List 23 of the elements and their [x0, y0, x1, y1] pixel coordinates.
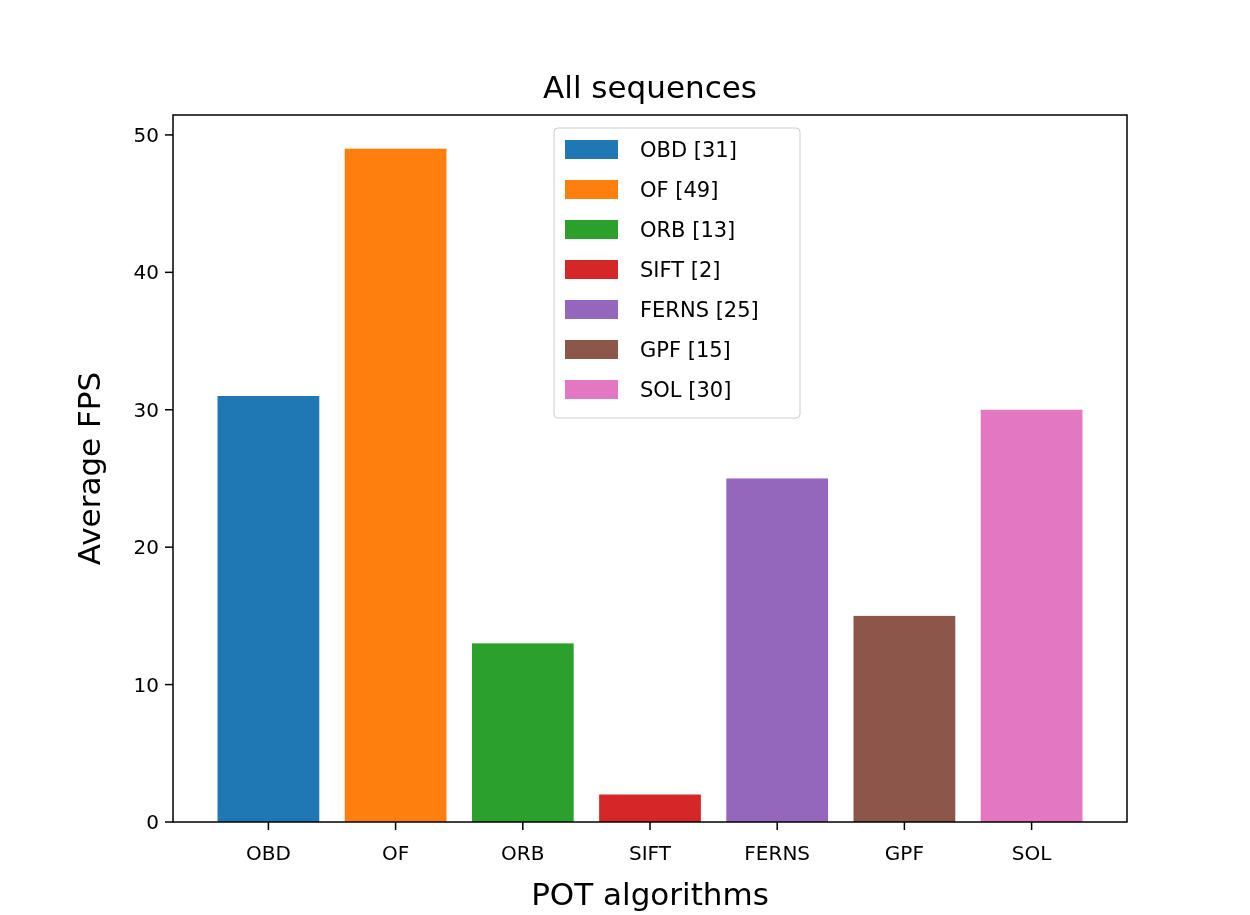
x-tick-label: ORB	[501, 841, 545, 865]
x-tick-label: OBD	[245, 841, 291, 865]
legend-label: OF [49]	[640, 178, 719, 203]
chart-title: All sequences	[543, 69, 757, 105]
x-tick-label: OF	[381, 841, 410, 865]
x-tick-label: GPF	[884, 841, 924, 865]
y-axis-title: Average FPS	[71, 371, 107, 566]
x-tick-label: SIFT	[629, 841, 672, 865]
y-tick-label: 0	[146, 810, 159, 834]
legend-label: GPF [15]	[640, 338, 731, 363]
legend-label: OBD [31]	[640, 138, 737, 163]
legend-label: FERNS [25]	[640, 298, 759, 323]
y-tick-label: 30	[133, 397, 159, 422]
x-axis-title: POT algorithms	[531, 876, 769, 912]
y-tick-label: 50	[133, 122, 159, 147]
x-tick-label: FERNS	[744, 841, 811, 865]
legend-label: SIFT [2]	[640, 258, 721, 283]
y-tick-label: 10	[133, 672, 159, 697]
x-tick-label: SOL	[1011, 841, 1053, 865]
legend-label: ORB [13]	[640, 218, 736, 243]
legend-label: SOL [30]	[640, 378, 732, 403]
y-tick-label: 20	[133, 535, 159, 560]
y-tick-label: 40	[133, 260, 159, 285]
